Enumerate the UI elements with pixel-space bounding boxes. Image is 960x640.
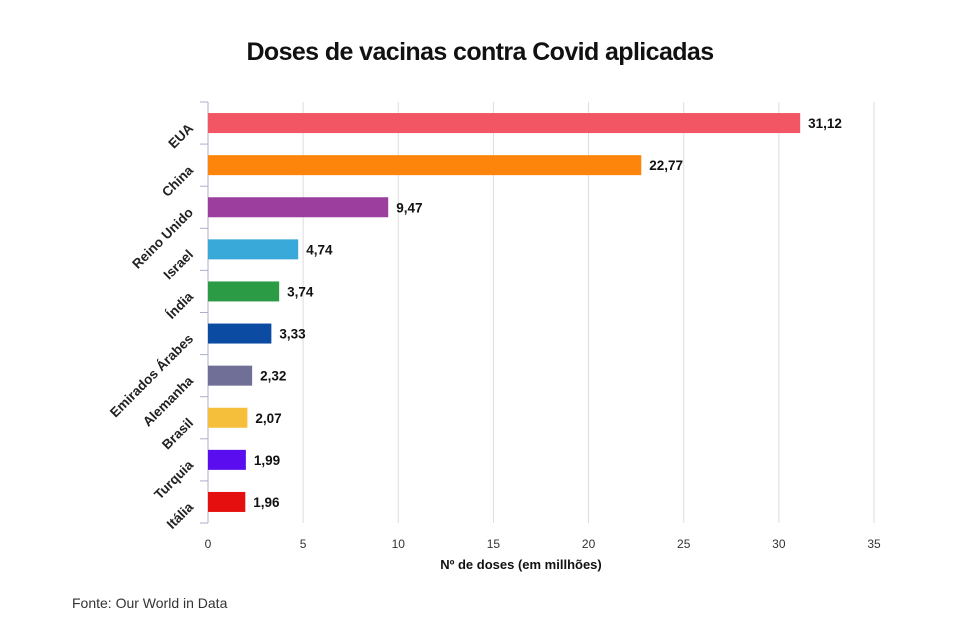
category-label: Brasil (159, 415, 196, 452)
x-tick-label: 25 (677, 537, 691, 551)
x-tick-label: 0 (205, 537, 212, 551)
bar (208, 491, 246, 512)
x-tick-label: 35 (867, 537, 881, 551)
bar (208, 239, 299, 260)
x-tick-label: 20 (582, 537, 596, 551)
x-tick-label: 30 (772, 537, 786, 551)
data-label: 3,33 (279, 327, 306, 342)
bars (208, 113, 801, 512)
bar (208, 365, 253, 386)
bar (208, 281, 280, 302)
data-label: 3,74 (287, 284, 314, 299)
category-label: EUA (165, 120, 196, 151)
bar (208, 155, 642, 176)
x-axis-title: Nº de doses (em millhões) (440, 557, 602, 572)
y-axis (200, 101, 209, 524)
data-label: 4,74 (306, 242, 333, 257)
chart-title: Doses de vacinas contra Covid aplicadas (246, 38, 714, 66)
data-label: 1,99 (254, 453, 280, 468)
category-label: Turquia (151, 457, 196, 502)
bar (208, 407, 248, 428)
bar (208, 113, 801, 134)
bar (208, 197, 389, 218)
data-label: 31,12 (808, 116, 842, 131)
bar (208, 323, 272, 344)
category-label: Índia (163, 289, 196, 322)
x-tick-label: 5 (300, 537, 307, 551)
category-label: China (159, 162, 196, 199)
data-label: 22,77 (649, 158, 683, 173)
x-tick-label: 10 (392, 537, 406, 551)
data-label: 9,47 (396, 200, 422, 215)
category-label: Israel (161, 247, 197, 283)
source-note: Fonte: Our World in Data (72, 595, 228, 611)
data-label: 2,07 (255, 411, 281, 426)
category-label: Itália (164, 499, 197, 532)
data-label: 2,32 (260, 369, 286, 384)
bar (208, 449, 246, 470)
x-tick-label: 15 (487, 537, 501, 551)
data-label: 1,96 (253, 495, 280, 510)
